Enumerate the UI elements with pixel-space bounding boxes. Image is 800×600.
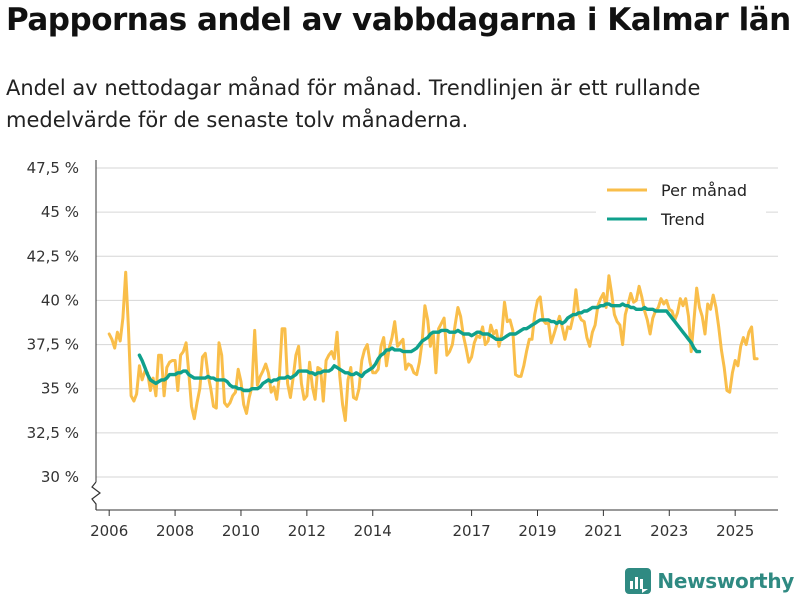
newsworthy-logo-icon <box>625 568 652 594</box>
axis-layer: 30 % 32,5 % 35 % 37,5 % 40 % 42,5 % 45 % 47,5 %… <box>27 159 778 540</box>
series-layer <box>107 270 759 422</box>
trend-series-line <box>137 302 702 393</box>
x-tick-label: 2021 <box>584 522 622 540</box>
newsworthy-brand: Newsworthy <box>625 568 794 594</box>
chart-subtitle: Andel av nettodagar månad för månad. Tre… <box>6 76 701 132</box>
y-tick-label: 30 % <box>41 468 79 486</box>
x-tick-label: 2023 <box>650 522 688 540</box>
legend-label: Per månad <box>661 181 747 200</box>
y-tick-label: 40 % <box>41 291 79 309</box>
x-tick-label: 2017 <box>453 522 491 540</box>
brand-name: Newsworthy <box>657 569 794 593</box>
y-tick-label: 45 % <box>41 203 79 221</box>
axis-break-icon <box>91 481 101 510</box>
monthly-series-line <box>107 270 759 422</box>
x-tick-label: 2014 <box>354 522 392 540</box>
legend-background <box>596 176 766 234</box>
y-tick-label: 37,5 % <box>27 336 79 354</box>
y-tick-label: 47,5 % <box>27 159 79 177</box>
x-tick-label: 2025 <box>716 522 754 540</box>
y-tick-label: 35 % <box>41 380 79 398</box>
x-tick-label: 2010 <box>222 522 260 540</box>
x-tick-label: 2008 <box>156 522 194 540</box>
x-tick-label: 2006 <box>90 522 128 540</box>
x-tick-label: 2019 <box>518 522 556 540</box>
y-tick-label: 32,5 % <box>27 424 79 442</box>
legend-label: Trend <box>660 210 705 229</box>
chart-title: Pappornas andel av vabbdagarna i Kalmar … <box>6 2 791 38</box>
x-tick-label: 2012 <box>288 522 326 540</box>
y-tick-label: 42,5 % <box>27 247 79 265</box>
legend: Per månad Trend <box>596 176 766 234</box>
